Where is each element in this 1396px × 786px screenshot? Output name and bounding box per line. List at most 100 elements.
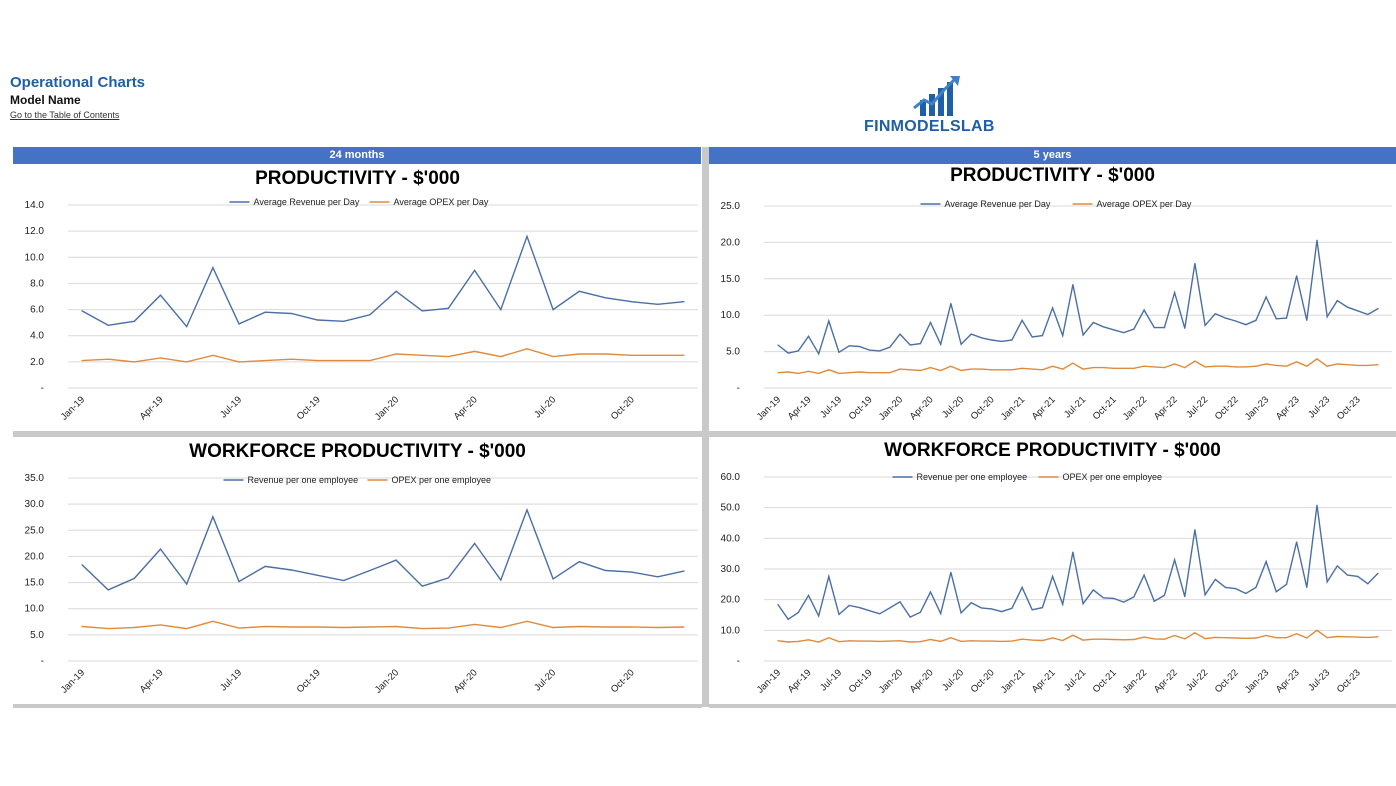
data-point — [1092, 638, 1094, 640]
data-point — [631, 354, 633, 356]
data-point — [1184, 327, 1186, 329]
data-point — [960, 640, 962, 642]
toc-link[interactable]: Go to the Table of Contents — [10, 110, 120, 120]
legend-label: Average Revenue per Day — [254, 197, 360, 207]
data-point — [552, 626, 554, 629]
data-point — [899, 640, 901, 642]
data-point — [657, 303, 659, 305]
data-point — [777, 603, 779, 606]
x-tick-label: Jul-22 — [1184, 667, 1210, 693]
data-point — [159, 294, 162, 296]
data-point — [526, 348, 528, 350]
chart-workforce-5-years: WORKFORCE PRODUCTIVITY - $'000 - 10.0 20.0… — [709, 437, 1396, 704]
data-point — [604, 626, 607, 628]
data-point — [889, 640, 891, 642]
series-line-opex — [777, 358, 1379, 375]
x-tick-label: Jan-21 — [999, 394, 1027, 422]
y-tick-label: 35.0 — [25, 473, 45, 484]
data-point — [1357, 364, 1359, 367]
data-point — [838, 372, 840, 375]
data-point — [552, 356, 554, 358]
data-point — [1336, 635, 1338, 638]
data-point — [919, 611, 921, 613]
data-point — [1235, 588, 1237, 590]
data-point — [526, 620, 528, 622]
y-tick-label: 12.0 — [25, 226, 45, 237]
data-point — [133, 626, 135, 629]
data-point — [1316, 358, 1318, 360]
x-tick-label: Jan-23 — [1243, 394, 1271, 422]
data-point — [107, 627, 109, 630]
x-tick-label: Jan-20 — [373, 394, 401, 422]
workforce-24-months-plot: - 5.0 10.0 15.0 20.0 25.0 30.0 35.0 Jan-19 Apr-19… — [25, 473, 698, 696]
chart-title: WORKFORCE PRODUCTIVITY - $'000 — [189, 441, 526, 462]
data-point — [1143, 309, 1145, 311]
data-point — [1245, 592, 1247, 595]
data-point — [929, 367, 932, 369]
data-point — [1224, 317, 1227, 319]
data-point — [107, 358, 109, 360]
data-point — [1123, 332, 1125, 334]
data-point — [1306, 637, 1308, 639]
data-point — [1174, 292, 1176, 294]
data-point — [1235, 320, 1237, 322]
x-tick-label: Jul-19 — [818, 394, 844, 420]
model-name: Model Name — [10, 93, 81, 107]
data-point — [848, 640, 850, 642]
data-point — [1021, 638, 1023, 640]
data-point — [1062, 603, 1064, 605]
x-tick-label: Apr-22 — [1152, 667, 1180, 695]
data-point — [858, 371, 860, 373]
x-tick-label: Jul-21 — [1062, 394, 1088, 420]
data-point — [1021, 586, 1023, 588]
page-title: Operational Charts — [10, 74, 146, 91]
data-point — [807, 335, 810, 337]
data-point — [818, 353, 820, 355]
series-line-opex — [81, 348, 684, 363]
data-point — [1021, 367, 1023, 369]
data-point — [421, 354, 423, 356]
data-point — [133, 361, 135, 363]
data-point — [899, 368, 901, 370]
data-point — [889, 372, 891, 374]
data-point — [578, 561, 580, 563]
data-point — [1082, 639, 1084, 641]
x-tick-label: Jan-19 — [755, 667, 783, 695]
data-point — [631, 301, 633, 303]
y-tick-label: 5.0 — [726, 347, 740, 358]
data-point — [1123, 367, 1125, 369]
data-point — [990, 339, 993, 341]
data-point — [395, 353, 397, 355]
data-point — [1184, 638, 1186, 640]
data-point — [1346, 306, 1349, 308]
data-point — [787, 618, 789, 620]
data-point — [1296, 275, 1298, 277]
data-point — [1194, 632, 1196, 634]
data-point — [1133, 367, 1135, 369]
data-point — [1031, 368, 1033, 370]
data-point — [818, 615, 820, 617]
data-point — [1306, 319, 1308, 321]
x-tick-label: Oct-20 — [969, 667, 997, 695]
data-point — [1133, 596, 1135, 598]
data-point — [1255, 319, 1257, 321]
y-tick-label: - — [737, 656, 740, 667]
data-point — [1245, 366, 1247, 368]
chart-title: WORKFORCE PRODUCTIVITY - $'000 — [884, 440, 1221, 461]
series-line-revenue — [81, 234, 685, 328]
data-point — [500, 626, 502, 629]
data-point — [1275, 591, 1277, 593]
data-point — [1367, 583, 1369, 585]
data-point — [1265, 561, 1267, 563]
x-tick-label: Oct-20 — [609, 667, 637, 695]
data-point — [899, 333, 901, 335]
data-point — [186, 325, 188, 328]
data-point — [868, 640, 871, 642]
data-point — [369, 314, 371, 316]
data-point — [787, 352, 789, 354]
chart-workforce-24-months: WORKFORCE PRODUCTIVITY - $'000 - 5.0 10.0 1… — [13, 437, 702, 704]
data-point — [238, 361, 240, 363]
data-point — [1296, 541, 1298, 543]
x-tick-label: Oct-20 — [969, 394, 997, 422]
x-tick-label: Oct-23 — [1335, 394, 1363, 422]
